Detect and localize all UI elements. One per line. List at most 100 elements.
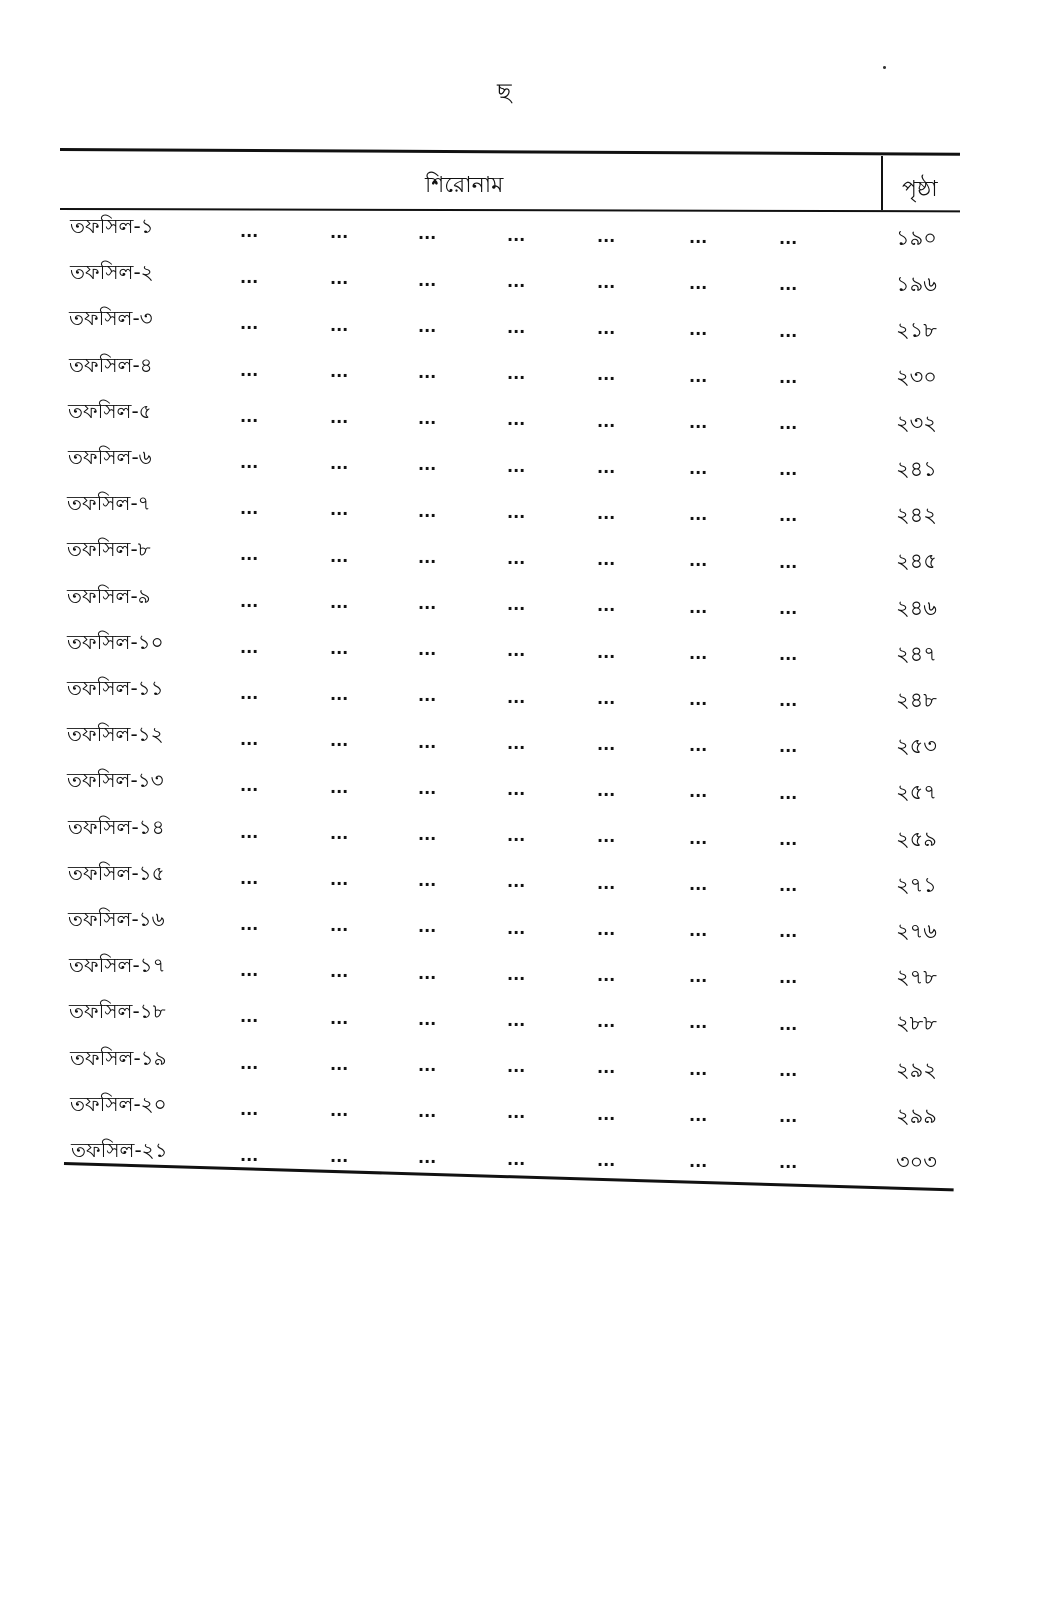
- dot-leader: ...: [779, 229, 798, 249]
- dot-leader: ...: [240, 1099, 259, 1119]
- dot-leader: ...: [597, 365, 616, 385]
- toc-row-label: তফসিল-১৭: [69, 953, 166, 978]
- dot-leader: ...: [597, 1104, 616, 1124]
- dot-leader: ...: [418, 778, 437, 798]
- dot-leader: ...: [597, 1150, 616, 1170]
- dot-leader: ...: [240, 637, 259, 657]
- dot-leader: ...: [597, 781, 616, 801]
- toc-row: তফসিল-১৯..................... ২৯২: [0, 1044, 1062, 1088]
- dot-leader: ...: [597, 919, 616, 939]
- dot-leader: ...: [689, 828, 708, 848]
- toc-row: তফসিল-২..................... ১৯৬: [0, 258, 1062, 302]
- toc-row-label: তফসিল-১০: [67, 629, 164, 654]
- toc-row-label: তফসিল-১৮: [69, 999, 166, 1024]
- toc-row-label: তফসিল-৪: [69, 352, 153, 377]
- toc-row-label: তফসিল-১২: [67, 722, 164, 747]
- dot-leader: ...: [330, 269, 349, 289]
- dot-leader: ...: [507, 826, 526, 846]
- dot-leader: ...: [689, 274, 708, 294]
- dot-leader: ...: [330, 361, 349, 381]
- toc-row-page: ২৪৬: [896, 595, 937, 620]
- dot-leader: ...: [779, 321, 798, 341]
- toc-row-label: তফসিল-৯: [67, 583, 151, 608]
- dot-leader: ...: [689, 967, 708, 987]
- dot-leader: ...: [597, 1058, 616, 1078]
- toc-row-page: ৩০৩: [896, 1150, 937, 1174]
- toc-row-label: তফসিল-৮: [67, 537, 151, 562]
- toc-row: তফসিল-১৭..................... ২৭৮: [0, 951, 1062, 995]
- dot-leader: ...: [689, 921, 708, 940]
- toc-row-label: তফসিল-৩: [69, 306, 153, 331]
- dot-leader: ...: [779, 644, 798, 664]
- dot-leader: ...: [418, 686, 437, 706]
- dot-leader: ...: [418, 455, 437, 475]
- dot-leader: ...: [418, 1009, 437, 1029]
- dot-leader: ...: [330, 1100, 349, 1120]
- dot-leader: ...: [779, 367, 798, 387]
- dot-leader: ...: [240, 591, 259, 611]
- dot-leader: ...: [689, 643, 708, 663]
- dot-leader: ...: [240, 545, 259, 565]
- dot-leader: ...: [507, 410, 526, 430]
- dot-leader: ...: [779, 968, 798, 988]
- toc-row: তফসিল-৭..................... ২৪২: [0, 489, 1062, 533]
- dot-leader: ...: [779, 922, 798, 942]
- toc-row-page: ২৪২: [896, 503, 937, 528]
- toc-row: তফসিল-২০..................... ২৯৯: [0, 1090, 1062, 1134]
- dot-leader: ...: [418, 824, 437, 844]
- toc-row-page: ২১৮: [896, 318, 937, 343]
- toc-row-label: তফসিল-১৫: [68, 860, 165, 885]
- scan-speck: [883, 66, 886, 69]
- dot-leader: ...: [330, 638, 349, 658]
- page-number-marker: ছ: [497, 78, 512, 106]
- toc-row: তফসিল-১৩..................... ২৫৭: [0, 766, 1062, 810]
- toc-row-label: তফসিল-২০: [70, 1091, 167, 1116]
- dot-leader: ...: [330, 1054, 349, 1074]
- dot-leader: ...: [507, 779, 526, 799]
- toc-row-label: তফসিল-১৩: [67, 768, 164, 793]
- dot-leader: ...: [779, 691, 798, 711]
- dot-leader: ...: [507, 456, 526, 476]
- dot-leader: ...: [597, 272, 616, 292]
- dot-leader: ...: [418, 871, 437, 891]
- dot-leader: ...: [597, 642, 616, 662]
- dot-leader: ...: [240, 453, 259, 472]
- dot-leader: ...: [418, 1055, 437, 1075]
- dot-leader: ...: [689, 690, 708, 709]
- dot-leader: ...: [330, 500, 349, 520]
- toc-row: তফসিল-৯..................... ২৪৬: [0, 582, 1062, 626]
- dot-leader: ...: [507, 317, 526, 337]
- dot-leader: ...: [507, 364, 526, 384]
- dot-leader: ...: [597, 1012, 616, 1032]
- toc-row: তফসিল-৫..................... ২৩২: [0, 397, 1062, 441]
- toc-row-label: তফসিল-১১: [67, 676, 164, 700]
- toc-row-page: ২৭৮: [896, 965, 937, 990]
- toc-row: তফসিল-২১..................... ৩০৩: [0, 1136, 1062, 1180]
- toc-row: তফসিল-১৬..................... ২৭৬: [0, 905, 1062, 949]
- dot-leader: ...: [507, 918, 526, 938]
- dot-leader: ...: [330, 1008, 349, 1028]
- dot-leader: ...: [418, 640, 437, 660]
- dot-leader: ...: [418, 501, 437, 521]
- toc-row-page: ১৯০: [896, 226, 937, 250]
- toc-row-page: ২৭১: [896, 872, 937, 897]
- toc-row: তফসিল-১২..................... ২৫৩: [0, 720, 1062, 764]
- dot-leader: ...: [240, 314, 259, 334]
- dot-leader: ...: [418, 409, 437, 429]
- dot-leader: ...: [507, 964, 526, 984]
- dot-leader: ...: [689, 459, 708, 478]
- dot-leader: ...: [779, 413, 798, 433]
- dot-leader: ...: [507, 225, 526, 245]
- dot-leader: ...: [689, 1059, 708, 1079]
- dot-leader: ...: [597, 596, 616, 616]
- table-top-rule: [59, 148, 960, 156]
- toc-row: তফসিল-৩..................... ২১৮: [0, 304, 1062, 348]
- toc-row-page: ২৯৯: [896, 1103, 937, 1128]
- dot-leader: ...: [240, 406, 259, 426]
- dot-leader: ...: [507, 271, 526, 291]
- dot-leader: ...: [779, 552, 798, 572]
- dot-leader: ...: [689, 505, 708, 525]
- dot-leader: ...: [418, 963, 437, 983]
- toc-row-page: ২৪৭: [896, 641, 937, 666]
- dot-leader: ...: [240, 360, 259, 380]
